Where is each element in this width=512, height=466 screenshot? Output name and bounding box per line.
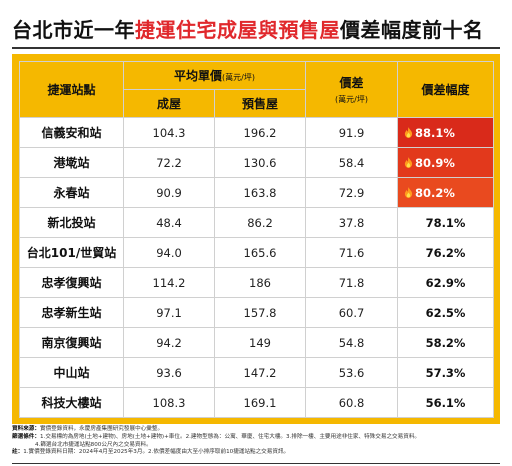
header-ratio: 價差幅度	[397, 61, 495, 118]
title-divider	[12, 47, 500, 49]
table-row: 永春站 90.9 163.8 72.9 80.2%	[19, 177, 495, 208]
title-prefix: 台北市近一年	[12, 18, 135, 42]
filter-note: 篩選條件：1.交易標的為房地(土地+建物)、房地(土地+建物)+車位。2.建物型…	[12, 433, 421, 440]
price-ratio-value: 80.9%	[415, 155, 455, 170]
page-title: 台北市近一年捷運住宅成屋與預售屋價差幅度前十名	[12, 14, 484, 43]
price-ratio-value: 80.2%	[415, 185, 455, 200]
bottom-divider	[12, 463, 500, 464]
filter-note-2: 4.篩選台北市捷運站點800公尺內之交易資料。	[35, 441, 152, 448]
price-ratio: 80.2%	[397, 177, 495, 208]
price-diff: 60.8	[305, 387, 399, 418]
station-name: 新北投站	[19, 207, 124, 238]
price-diff: 58.4	[305, 147, 399, 178]
table-row: 中山站 93.6 147.2 53.6 57.3%	[19, 357, 495, 388]
header-diff: 價差 (萬元/坪)	[305, 61, 399, 118]
price-ratio-value: 76.2%	[425, 245, 466, 260]
presale-price: 163.8	[213, 177, 307, 208]
station-name: 中山站	[19, 357, 124, 388]
title-highlight: 捷運住宅成屋與預售屋	[135, 18, 340, 42]
price-ratio: 62.5%	[397, 297, 495, 328]
presale-price: 165.6	[213, 237, 307, 268]
presale-price: 130.6	[213, 147, 307, 178]
price-diff: 72.9	[305, 177, 399, 208]
station-name: 科技大樓站	[19, 387, 124, 418]
station-name: 信義安和站	[19, 117, 124, 148]
price-ratio: 56.1%	[397, 387, 495, 418]
existing-price: 108.3	[123, 387, 215, 418]
price-ratio: 80.9%	[397, 147, 495, 178]
presale-price: 186	[213, 267, 307, 298]
price-ratio: 78.1%	[397, 207, 495, 238]
presale-price: 196.2	[213, 117, 307, 148]
price-ratio-value: 56.1%	[425, 395, 466, 410]
existing-price: 94.2	[123, 327, 215, 358]
existing-price: 48.4	[123, 207, 215, 238]
footnotes: 資料來源：實價登錄資料，永慶房產集團研究發展中心彙整。 篩選條件：1.交易標的為…	[12, 426, 502, 457]
price-diff: 91.9	[305, 117, 399, 148]
price-ratio-value: 57.3%	[425, 365, 466, 380]
existing-price: 114.2	[123, 267, 215, 298]
price-diff: 37.8	[305, 207, 399, 238]
existing-price: 93.6	[123, 357, 215, 388]
price-diff: 71.6	[305, 237, 399, 268]
table-row: 台北101/世貿站 94.0 165.6 71.6 76.2%	[19, 237, 495, 268]
table-row: 南京復興站 94.2 149 54.8 58.2%	[19, 327, 495, 358]
price-ratio: 76.2%	[397, 237, 495, 268]
price-ratio: 58.2%	[397, 327, 495, 358]
table-body: 信義安和站 104.3 196.2 91.9 88.1% 港墘站 72.2 130.6 58.4…	[19, 117, 495, 418]
price-diff: 71.8	[305, 267, 399, 298]
price-diff: 60.7	[305, 297, 399, 328]
table-row: 新北投站 48.4 86.2 37.8 78.1%	[19, 207, 495, 238]
table-row: 信義安和站 104.3 196.2 91.9 88.1%	[19, 117, 495, 148]
presale-price: 86.2	[213, 207, 307, 238]
presale-price: 169.1	[213, 387, 307, 418]
price-gap-table: 捷運站點 平均單價(萬元/坪) 價差 (萬元/坪) 價差幅度 成屋 預售屋 信義安…	[19, 61, 495, 418]
price-diff: 54.8	[305, 327, 399, 358]
header-diff-unit: (萬元/坪)	[335, 95, 368, 104]
presale-price: 147.2	[213, 357, 307, 388]
station-name: 港墘站	[19, 147, 124, 178]
source-note: 資料來源：實價登錄資料，永慶房產集團研究發展中心彙整。	[12, 426, 164, 432]
existing-price: 104.3	[123, 117, 215, 148]
price-ratio-value: 58.2%	[425, 335, 466, 350]
existing-price: 97.1	[123, 297, 215, 328]
header-presale: 預售屋	[213, 89, 307, 118]
fire-icon	[404, 156, 413, 168]
price-ratio-value: 88.1%	[415, 125, 455, 140]
header-existing: 成屋	[123, 89, 215, 118]
price-ratio-value: 62.5%	[425, 305, 466, 320]
table-row: 科技大樓站 108.3 169.1 60.8 56.1%	[19, 387, 495, 418]
presale-price: 157.8	[213, 297, 307, 328]
title-suffix: 價差幅度前十名	[340, 18, 484, 42]
station-name: 南京復興站	[19, 327, 124, 358]
header-avg-unit: (萬元/坪)	[222, 73, 255, 82]
table-row: 港墘站 72.2 130.6 58.4 80.9%	[19, 147, 495, 178]
price-ratio: 57.3%	[397, 357, 495, 388]
table-frame: 捷運站點 平均單價(萬元/坪) 價差 (萬元/坪) 價差幅度 成屋 預售屋 信義安…	[12, 54, 500, 424]
fire-icon	[404, 126, 413, 138]
date-note: 註：1.實價登錄資料日期：2024年4月至2025年3月。2.依價差幅度由大至小…	[12, 449, 290, 456]
price-ratio-value: 62.9%	[425, 275, 466, 290]
fire-icon	[404, 186, 413, 198]
price-ratio-value: 78.1%	[425, 215, 466, 230]
price-ratio: 88.1%	[397, 117, 495, 148]
existing-price: 72.2	[123, 147, 215, 178]
existing-price: 90.9	[123, 177, 215, 208]
price-ratio: 62.9%	[397, 267, 495, 298]
presale-price: 149	[213, 327, 307, 358]
table-row: 忠孝新生站 97.1 157.8 60.7 62.5%	[19, 297, 495, 328]
existing-price: 94.0	[123, 237, 215, 268]
station-name: 忠孝復興站	[19, 267, 124, 298]
station-name: 永春站	[19, 177, 124, 208]
station-name: 忠孝新生站	[19, 297, 124, 328]
header-avg-price: 平均單價(萬元/坪)	[122, 61, 307, 90]
header-station: 捷運站點	[19, 61, 124, 118]
station-name: 台北101/世貿站	[19, 237, 124, 268]
price-diff: 53.6	[305, 357, 399, 388]
table-row: 忠孝復興站 114.2 186 71.8 62.9%	[19, 267, 495, 298]
